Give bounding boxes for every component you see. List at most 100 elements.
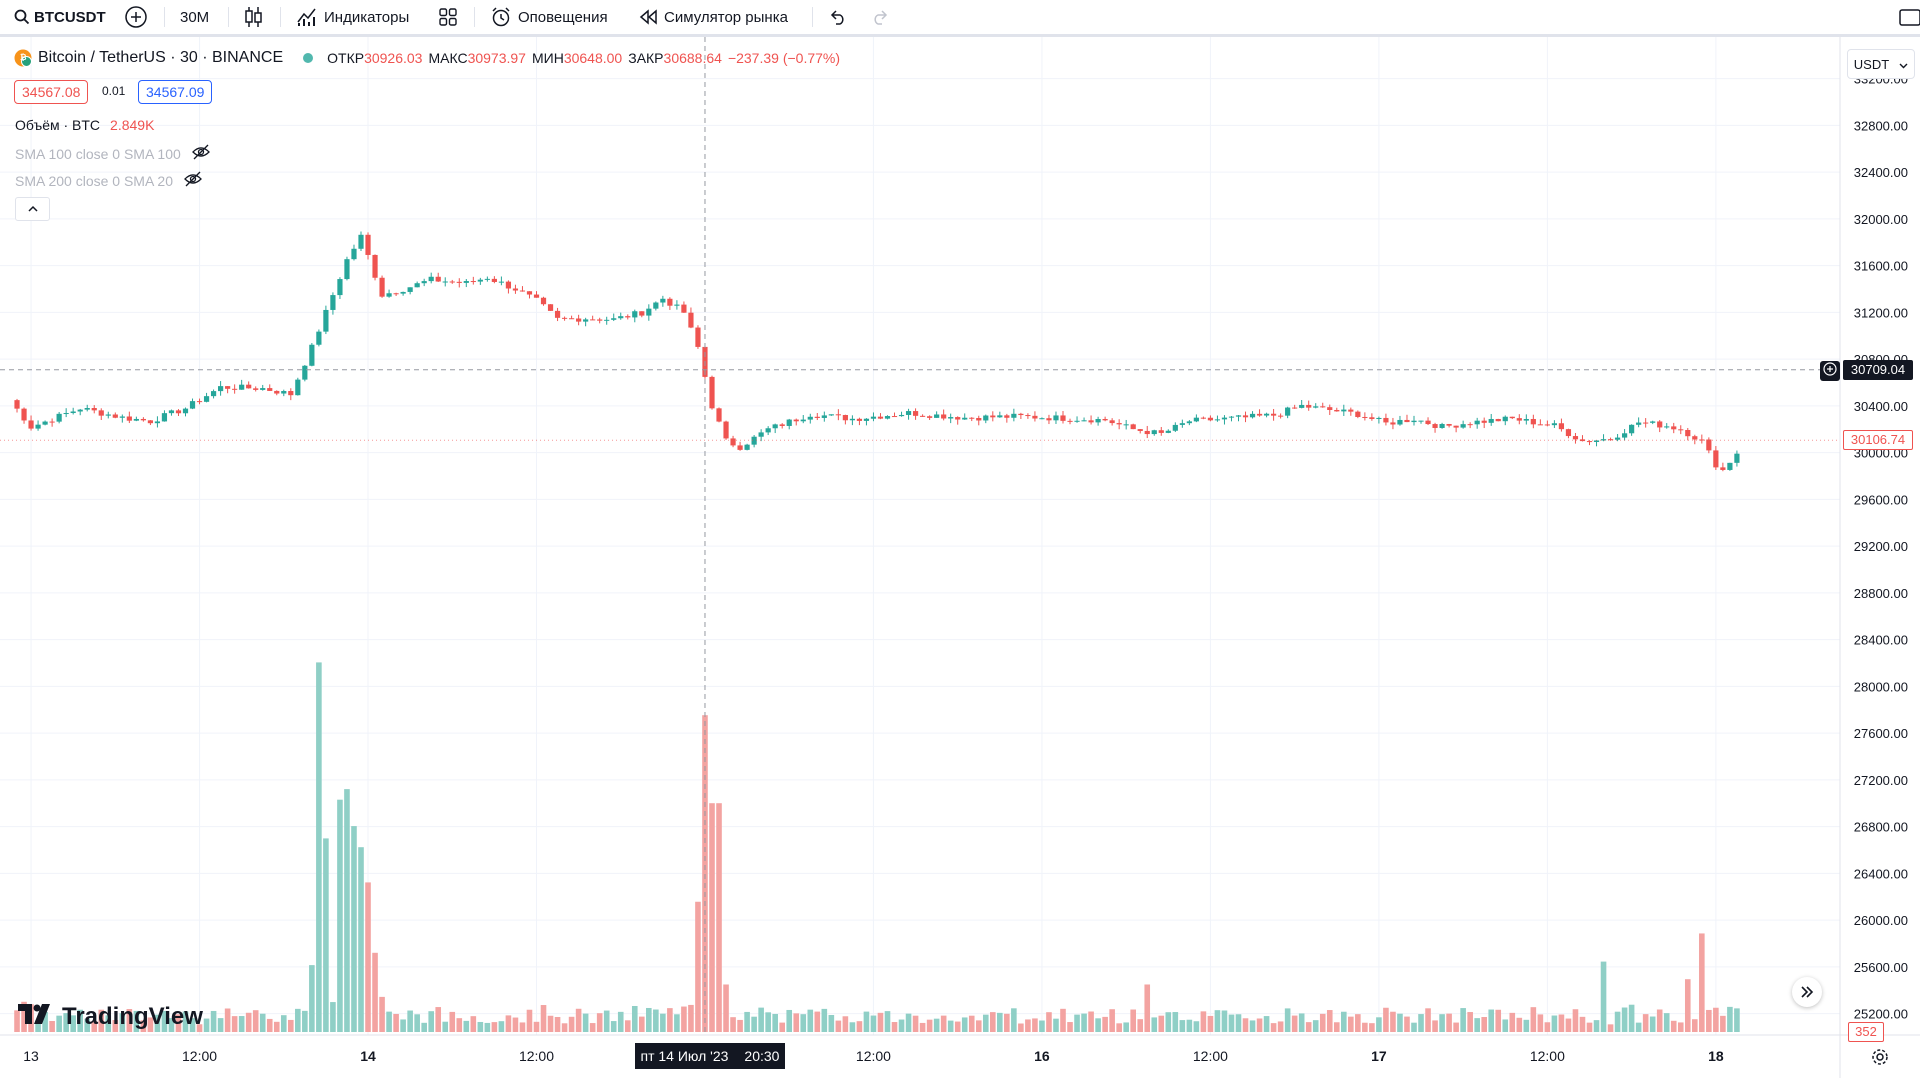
interval-button[interactable]: 30M bbox=[180, 0, 209, 34]
candle-body bbox=[1053, 415, 1059, 421]
volume-bar bbox=[1312, 1020, 1319, 1032]
add-alert-button[interactable] bbox=[1820, 361, 1840, 381]
sma200-legend[interactable]: SMA 200 close 0 SMA 20 bbox=[15, 171, 203, 190]
alerts-button[interactable]: Оповещения bbox=[490, 0, 608, 34]
price-tick-label: 28800.00 bbox=[1854, 586, 1908, 601]
high-value: 30973.97 bbox=[467, 50, 526, 66]
volume-bar bbox=[1579, 1016, 1586, 1032]
undo-button[interactable] bbox=[828, 0, 848, 34]
volume-bar bbox=[337, 799, 343, 1032]
candle-body bbox=[1249, 413, 1256, 418]
candle-body bbox=[1025, 415, 1031, 417]
price-chart[interactable]: 33200.0032800.0032400.0032000.0031600.00… bbox=[0, 37, 1920, 1078]
price-tick-label: 32400.00 bbox=[1854, 165, 1908, 180]
svg-text:₿: ₿ bbox=[20, 53, 27, 62]
tradingview-logo[interactable]: TradingView bbox=[18, 1003, 203, 1031]
candle-body bbox=[288, 391, 294, 396]
candle-body bbox=[1271, 413, 1277, 416]
chart-settings-button[interactable] bbox=[1870, 1047, 1892, 1069]
volume-bar bbox=[912, 1015, 919, 1032]
candle-body bbox=[1551, 423, 1557, 426]
legend-collapse-button[interactable] bbox=[15, 197, 50, 221]
candle-body bbox=[442, 281, 448, 283]
candle-body bbox=[1530, 418, 1536, 425]
volume-bar bbox=[1242, 1018, 1249, 1032]
indicators-label: Индикаторы bbox=[324, 8, 410, 26]
volume-bar bbox=[961, 1017, 968, 1032]
volume-bar bbox=[147, 1017, 154, 1032]
candle-body bbox=[969, 417, 975, 419]
volume-bar bbox=[1516, 1017, 1523, 1032]
candle-body bbox=[1095, 419, 1101, 423]
chart-type-button[interactable] bbox=[244, 0, 264, 34]
candle-body bbox=[793, 419, 799, 422]
volume-bar bbox=[1418, 1014, 1424, 1032]
candle-body bbox=[309, 344, 315, 366]
candle-body bbox=[203, 396, 210, 402]
symbol-search-button[interactable]: BTCUSDT bbox=[14, 0, 106, 34]
sma100-legend[interactable]: SMA 100 close 0 SMA 100 bbox=[15, 144, 211, 163]
compare-symbol-button[interactable] bbox=[124, 0, 148, 34]
chart-grid bbox=[0, 37, 1840, 1035]
replay-button[interactable]: Симулятор рынка bbox=[638, 0, 788, 34]
candle-body bbox=[421, 281, 427, 284]
volume-bar bbox=[905, 1013, 912, 1032]
chart-pane[interactable]: 33200.00 32800.00 32400.00 32000.00 31600.00… bbox=[0, 37, 1920, 1078]
volume-bar bbox=[526, 1009, 533, 1032]
window-icon bbox=[1898, 7, 1920, 27]
candle-body bbox=[1207, 417, 1214, 421]
volume-bar bbox=[1565, 1018, 1572, 1032]
price-tick-label: 28000.00 bbox=[1854, 679, 1908, 694]
scroll-to-realtime-button[interactable] bbox=[1792, 977, 1822, 1007]
candle-body bbox=[983, 415, 989, 421]
time-tick-label: 12:00 bbox=[856, 1048, 891, 1064]
symbol-description[interactable]: Bitcoin / TetherUS · 30 · BINANCE bbox=[38, 49, 284, 66]
sell-button[interactable]: 34567.08 bbox=[14, 80, 89, 104]
volume-bar bbox=[295, 1008, 301, 1032]
grid-icon bbox=[438, 7, 458, 27]
volume-bar bbox=[1144, 984, 1151, 1032]
candle-body bbox=[1186, 421, 1192, 424]
eye-crossed-icon[interactable] bbox=[191, 144, 211, 163]
candle-body bbox=[1214, 419, 1221, 421]
candle-body bbox=[182, 408, 189, 414]
candle-body bbox=[1285, 407, 1291, 416]
buy-button[interactable]: 34567.09 bbox=[138, 80, 213, 104]
candle-body bbox=[751, 436, 757, 445]
candle-body bbox=[1614, 437, 1621, 440]
eye-crossed-icon[interactable] bbox=[183, 171, 203, 190]
currency-select[interactable]: USDT bbox=[1847, 49, 1915, 79]
candle-body bbox=[948, 417, 954, 419]
volume-bar bbox=[1572, 1009, 1579, 1032]
price-tick-label: 27200.00 bbox=[1854, 773, 1908, 788]
candles-icon bbox=[244, 6, 264, 28]
indicators-button[interactable]: Индикаторы bbox=[296, 0, 409, 34]
volume-bar bbox=[1537, 1014, 1544, 1032]
volume-bar bbox=[1495, 1009, 1502, 1032]
layouts-button[interactable] bbox=[438, 0, 458, 34]
redo-button[interactable] bbox=[870, 0, 890, 34]
volume-bar bbox=[800, 1014, 807, 1032]
volume-bar bbox=[1670, 1020, 1677, 1032]
volume-legend[interactable]: Объём · BTC 2.849K bbox=[15, 117, 154, 133]
volume-bar bbox=[1200, 1011, 1207, 1032]
volume-bar bbox=[688, 1004, 694, 1032]
candle-body bbox=[330, 295, 336, 310]
candle-body bbox=[358, 234, 364, 249]
chevron-down-icon bbox=[1899, 57, 1908, 72]
candle-body bbox=[140, 418, 146, 421]
candle-body bbox=[540, 297, 547, 305]
volume-bar bbox=[1432, 1020, 1438, 1032]
volume-bar bbox=[1025, 1019, 1031, 1032]
candle-body bbox=[1165, 430, 1171, 433]
candle-body bbox=[393, 293, 399, 295]
volume-bar bbox=[990, 1012, 996, 1032]
market-status-dot[interactable] bbox=[303, 53, 314, 63]
volume-bar bbox=[224, 1008, 231, 1032]
volume-bar bbox=[709, 803, 715, 1032]
candle-body bbox=[1544, 424, 1550, 426]
fullscreen-button[interactable] bbox=[1898, 0, 1920, 34]
volume-bar bbox=[1642, 1014, 1649, 1032]
volume-bar bbox=[639, 1016, 645, 1032]
candle-body bbox=[639, 311, 645, 316]
